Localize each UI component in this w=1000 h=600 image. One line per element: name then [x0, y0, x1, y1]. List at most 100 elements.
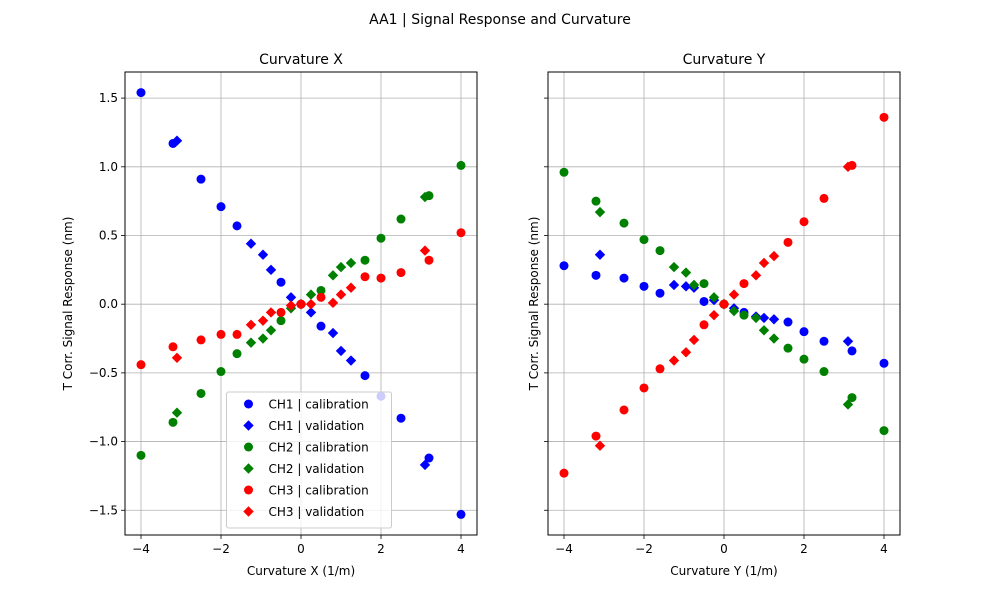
data-point: [456, 509, 466, 519]
legend-marker: [243, 506, 254, 517]
axes-curvature-x: −4 −2 0 2 4 −1.5 −1.0 −0.5 0.0 0.5 1.0 1.5 Curvatur…: [61, 52, 478, 578]
x-tick-label: −2: [635, 542, 653, 556]
data-point: [699, 296, 709, 306]
data-point: [768, 314, 780, 325]
legend-marker: [244, 442, 253, 452]
data-point: [136, 88, 146, 98]
legend-label: CH3 | validation: [269, 505, 365, 519]
data-point: [799, 217, 809, 227]
data-point: [728, 305, 740, 317]
data-point: [758, 312, 770, 324]
data-point: [783, 317, 793, 327]
data-point: [594, 440, 606, 451]
suptitle: AA1 | Signal Response and Curvature: [369, 12, 631, 28]
data-point: [639, 281, 649, 291]
data-point: [327, 297, 339, 309]
data-point: [345, 257, 357, 269]
legend-marker: [243, 463, 254, 474]
data-point: [699, 320, 709, 330]
data-point: [285, 300, 297, 311]
data-point: [699, 279, 709, 289]
data-point: [171, 352, 183, 363]
data-point: [879, 426, 889, 436]
data-point: [316, 321, 326, 331]
data-point: [396, 413, 406, 423]
y-tick-label: 0.5: [99, 228, 118, 242]
data-point: [655, 246, 665, 256]
legend-entry: CH1 | calibration: [244, 398, 369, 412]
data-point: [360, 255, 370, 265]
data-point: [758, 325, 770, 336]
x-axis-label: Curvature Y (1/m): [670, 564, 777, 578]
data-point: [376, 273, 386, 283]
data-point: [168, 417, 178, 427]
data-point: [847, 393, 857, 403]
data-point: [257, 333, 269, 344]
data-point: [136, 450, 146, 460]
x-tick-label: 0: [297, 542, 305, 556]
data-point: [768, 250, 780, 262]
data-point: [419, 459, 431, 471]
legend-entry: CH2 | validation: [243, 462, 364, 476]
data-point: [376, 233, 386, 243]
data-point: [456, 228, 466, 238]
data-point: [424, 453, 434, 463]
data-point: [783, 237, 793, 247]
data-point: [594, 206, 606, 218]
legend: CH1 | calibration CH1 | validation CH2 | c…: [226, 391, 392, 529]
data-point: [216, 367, 226, 377]
axes-curvature-y: −4 −2 0 2 4 Curvature Y Curvature Y (1/m) T …: [527, 52, 901, 578]
data-point: [799, 354, 809, 364]
data-point: [688, 279, 700, 291]
data-point: [799, 327, 809, 337]
axes-title: Curvature X: [259, 52, 343, 68]
data-point: [276, 277, 286, 287]
y-tick-label: 0.0: [99, 297, 118, 311]
data-point: [639, 235, 649, 245]
data-point: [257, 315, 269, 326]
data-point: [768, 333, 780, 344]
ticks: −4 −2 0 2 4: [544, 97, 888, 556]
y-tick-label: 1.5: [99, 91, 118, 105]
data-point: [750, 312, 762, 324]
data-point: [360, 371, 370, 381]
data-point: [257, 249, 269, 260]
data-point: [879, 358, 889, 368]
data-point: [847, 346, 857, 356]
data-point: [265, 325, 277, 336]
y-tick-label: −1.0: [89, 435, 118, 449]
data-point: [419, 191, 431, 203]
data-point: [842, 161, 854, 172]
data-point: [419, 245, 431, 256]
x-tick-label: 2: [800, 542, 808, 556]
data-point: [619, 405, 629, 415]
data-point: [688, 334, 700, 346]
data-point: [680, 267, 692, 278]
data-point: [591, 196, 601, 206]
data-point: [879, 112, 889, 122]
y-axis-label: T Corr. Signal Response (nm): [61, 217, 75, 392]
data-point: [728, 289, 740, 300]
data-point: [680, 281, 692, 292]
data-point: [559, 167, 569, 177]
data-point: [232, 329, 242, 339]
grid: [548, 72, 900, 535]
data-point: [327, 327, 339, 339]
x-tick-label: −4: [555, 542, 573, 556]
data-point: [276, 307, 286, 317]
data-point: [396, 214, 406, 224]
data-point: [842, 399, 854, 410]
data-point: [668, 355, 680, 366]
legend-entry: CH3 | validation: [243, 505, 364, 519]
data-point: [842, 336, 854, 347]
data-points: [559, 112, 889, 478]
legend-entry: CH2 | calibration: [244, 441, 369, 455]
legend-label: CH1 | calibration: [269, 398, 369, 412]
data-point: [136, 360, 146, 370]
data-point: [668, 279, 680, 291]
data-point: [232, 349, 242, 359]
data-point: [216, 329, 226, 339]
data-point: [758, 257, 770, 269]
